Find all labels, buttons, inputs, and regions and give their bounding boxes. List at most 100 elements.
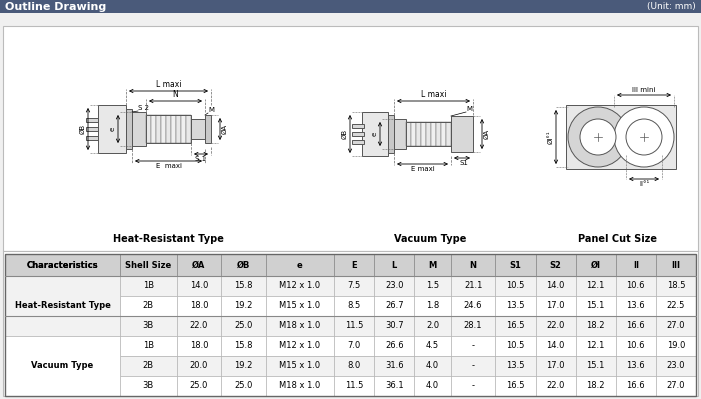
Text: 11.5: 11.5 [345,381,363,391]
Text: M12 x 1.0: M12 x 1.0 [280,282,320,290]
Bar [5,254,120,276]
Text: (Unit: mm): (Unit: mm) [647,2,696,11]
Text: 16.6: 16.6 [627,322,645,330]
Text: e: e [110,127,116,131]
Bar [171,115,176,143]
Text: 26.6: 26.6 [385,342,404,350]
Bar [177,316,222,336]
Text: 17.0: 17.0 [546,361,565,371]
Text: 13.5: 13.5 [506,302,524,310]
Text: 14.0: 14.0 [546,282,565,290]
Text: III mini: III mini [632,87,655,93]
Text: 24.6: 24.6 [464,302,482,310]
Text: M: M [466,106,472,112]
Text: E: E [351,261,357,269]
Text: 3B: 3B [143,381,154,391]
Bar [615,296,656,316]
Bar [334,254,374,276]
Text: 20.0: 20.0 [190,361,208,371]
Text: 22.5: 22.5 [667,302,685,310]
Bar [496,276,536,296]
Bar [451,254,496,276]
Text: 15.1: 15.1 [587,361,605,371]
Text: 2B: 2B [143,302,154,310]
Bar [132,112,146,146]
Text: 18.5: 18.5 [667,282,685,290]
Bar [352,140,364,144]
Text: 13.5: 13.5 [506,361,524,371]
Bar [334,296,374,316]
Bar [146,115,191,143]
Bar [576,296,615,316]
Text: 18.0: 18.0 [190,302,208,310]
Bar [177,276,222,296]
Bar [536,316,576,336]
Bar [394,119,406,149]
Text: 8.5: 8.5 [348,302,361,310]
Text: E maxi: E maxi [411,166,435,172]
Text: 18.2: 18.2 [587,322,605,330]
Bar [177,336,222,356]
Text: M15 x 1.0: M15 x 1.0 [280,361,320,371]
Bar [120,296,177,316]
Bar [86,118,98,122]
Text: Vacuum Type: Vacuum Type [32,361,94,371]
Bar [576,356,615,376]
Bar [451,336,496,356]
Bar [576,254,615,276]
Text: 1B: 1B [143,342,154,350]
Text: 18.2: 18.2 [587,381,605,391]
Text: 31.6: 31.6 [385,361,404,371]
Bar [166,115,171,143]
Bar [334,376,374,396]
Text: 2B: 2B [143,361,154,371]
Text: 1.5: 1.5 [426,282,439,290]
Text: 3B: 3B [143,322,154,330]
Text: L: L [392,261,397,269]
Bar [177,254,222,276]
Text: Heat-Resistant Type: Heat-Resistant Type [113,234,224,244]
Bar [451,296,496,316]
Bar [176,115,181,143]
Bar [496,376,536,396]
Text: ØB: ØB [80,124,86,134]
Text: M15 x 1.0: M15 x 1.0 [280,302,320,310]
Text: III: III [672,261,681,269]
Text: 16.5: 16.5 [506,381,524,391]
Bar [496,336,536,356]
Bar [181,115,186,143]
Bar [414,254,451,276]
Bar [451,116,473,152]
Bar [576,316,615,336]
Bar [656,376,696,396]
Text: 15.8: 15.8 [234,342,253,350]
Bar [222,316,266,336]
Text: -: - [472,381,475,391]
Text: Outline Drawing: Outline Drawing [5,2,107,12]
Bar [656,356,696,376]
Bar [406,122,451,146]
Bar [191,119,205,139]
Bar [5,254,120,276]
Bar [536,276,576,296]
Bar [451,276,496,296]
Text: ØI: ØI [591,261,601,269]
Text: 15.8: 15.8 [234,282,253,290]
Bar [451,376,496,396]
Text: N: N [470,261,477,269]
Text: 25.0: 25.0 [234,381,252,391]
Text: 10.5: 10.5 [506,342,524,350]
Bar [120,356,177,376]
Text: 10.6: 10.6 [627,342,645,350]
Text: S 2: S 2 [138,105,149,111]
Text: 17.0: 17.0 [546,302,565,310]
Bar [414,376,451,396]
Circle shape [626,119,662,155]
Text: 10.6: 10.6 [627,282,645,290]
Text: -: - [472,342,475,350]
Text: E  maxi: E maxi [156,163,182,169]
Bar [120,336,177,356]
Text: 1B: 1B [143,282,154,290]
Bar [5,276,120,336]
Text: S1: S1 [460,160,468,166]
